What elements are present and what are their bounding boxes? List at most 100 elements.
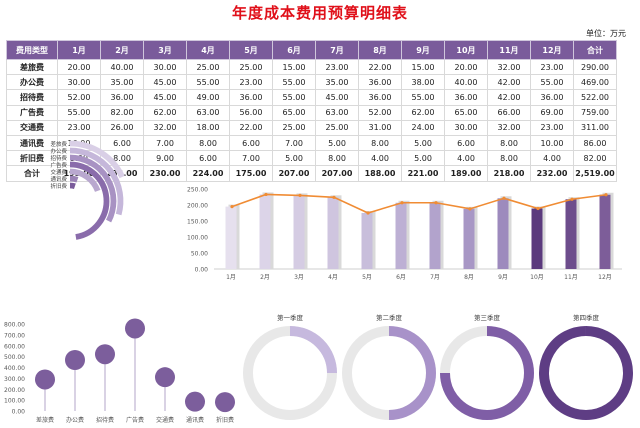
- x-tick-label: 9月: [498, 274, 508, 281]
- y-tick-label: 250.00: [187, 187, 208, 194]
- table-cell: 55.00: [401, 89, 445, 106]
- x-tick-label: 2月: [260, 274, 270, 281]
- table-cell: 23.00: [530, 58, 574, 76]
- table-row: 办公费 30.00 35.00 45.00 55.00 23.00 55.00 35.00 36…: [6, 74, 617, 91]
- table-cell: 65.00: [272, 104, 316, 121]
- line-point: [230, 205, 234, 209]
- table-cell: 469.00: [573, 74, 617, 91]
- table-cell: 35.00: [315, 74, 359, 91]
- table-cell: 6.00: [444, 134, 488, 152]
- table-cell: 66.00: [487, 104, 531, 121]
- bar: [361, 213, 373, 269]
- column-header: 12月: [530, 40, 574, 60]
- y-tick-label: 100.00: [4, 398, 25, 405]
- table-cell: 36.00: [358, 74, 402, 91]
- table-cell: 62.00: [401, 104, 445, 121]
- radial-bar-label: 差旅费: [50, 140, 67, 148]
- table-cell: 15.00: [401, 58, 445, 76]
- monthly-total-chart: 0.00 50.00 100.00 150.00 200.00 250.00 1月 2月 3月 4…: [187, 187, 622, 281]
- lollipop-chart: 0.00 100.00 200.00 300.00 400.00 500.00 600.00…: [4, 318, 235, 424]
- table-cell: 5.00: [401, 150, 445, 167]
- table-cell: 52.00: [358, 104, 402, 121]
- radial-bar-label: 广告费: [50, 161, 67, 169]
- table-cell: 45.00: [143, 89, 187, 106]
- y-tick-label: 300.00: [4, 376, 25, 383]
- radial-bar-label: 招待费: [50, 154, 67, 162]
- y-tick-label: 700.00: [4, 332, 25, 339]
- x-tick-label: 11月: [564, 274, 578, 281]
- column-header: 1月: [57, 40, 101, 60]
- donut-label: 第二季度: [376, 313, 403, 322]
- x-tick-label: 8月: [464, 274, 474, 281]
- column-header: 11月: [487, 40, 531, 60]
- table-cell: 42.00: [487, 74, 531, 91]
- x-tick-label: 交通费: [156, 416, 174, 424]
- row-label: 广告费: [6, 104, 58, 121]
- x-tick-label: 4月: [328, 274, 338, 281]
- radial-bar-label: 办公费: [50, 147, 67, 155]
- column-header: 3月: [143, 40, 187, 60]
- table-cell: 26.00: [100, 119, 144, 136]
- x-tick-label: 3月: [294, 274, 304, 281]
- table-cell: 22.00: [358, 58, 402, 76]
- table-cell: 8.00: [487, 150, 531, 167]
- table-cell: 221.00: [401, 165, 445, 182]
- table-cell: 522.00: [573, 89, 617, 106]
- table-cell: 7.00: [229, 150, 273, 167]
- x-tick-label: 7月: [430, 274, 440, 281]
- table-cell: 7.00: [143, 134, 187, 152]
- radial-bar: [69, 147, 124, 216]
- column-header: 9月: [401, 40, 445, 60]
- column-header: 10月: [444, 40, 488, 60]
- radial-bar: [69, 175, 79, 183]
- lollipop-head: [185, 391, 205, 412]
- table-body: 差旅费 20.00 40.00 30.00 25.00 25.00 15.00 23.00 22…: [6, 58, 617, 182]
- table-cell: 311.00: [573, 119, 617, 136]
- y-tick-label: 600.00: [4, 343, 25, 350]
- bar: [565, 199, 577, 269]
- bar: [225, 206, 237, 269]
- line-point: [604, 193, 608, 197]
- table-cell: 25.00: [272, 119, 316, 136]
- bar: [395, 202, 407, 269]
- table-cell: 49.00: [186, 89, 230, 106]
- table-cell: 23.00: [229, 74, 273, 91]
- table-cell: 55.00: [530, 74, 574, 91]
- x-tick-label: 办公费: [66, 416, 84, 424]
- table-row: 广告费 55.00 82.00 62.00 63.00 56.00 65.00 63.00 52…: [6, 104, 617, 121]
- table-cell: 175.00: [229, 165, 273, 182]
- table-cell: 63.00: [315, 104, 359, 121]
- table-cell: 4.00: [358, 150, 402, 167]
- radial-bar-label: 交通费: [50, 168, 67, 176]
- table-cell: 36.00: [229, 89, 273, 106]
- donut-arc: [388, 326, 436, 420]
- x-tick-label: 5月: [362, 274, 372, 281]
- table-cell: 25.00: [229, 58, 273, 76]
- table-cell: 7.00: [272, 134, 316, 152]
- table-cell: 40.00: [444, 74, 488, 91]
- line-point: [366, 211, 370, 215]
- table-cell: 36.00: [530, 89, 574, 106]
- x-tick-label: 10月: [530, 274, 544, 281]
- table-cell: 25.00: [315, 119, 359, 136]
- table-cell: 55.00: [186, 74, 230, 91]
- x-tick-label: 招待费: [96, 416, 114, 424]
- table-cell: 4.00: [530, 150, 574, 167]
- table-cell: 82.00: [100, 104, 144, 121]
- line-point: [536, 206, 540, 211]
- table-cell: 8.00: [487, 134, 531, 152]
- lollipop-head: [65, 349, 85, 370]
- table-cell: 22.00: [229, 119, 273, 136]
- bar: [429, 202, 441, 269]
- table-cell: 31.00: [358, 119, 402, 136]
- x-tick-label: 折旧费: [216, 416, 234, 424]
- donut-arc: [289, 326, 337, 374]
- y-tick-label: 500.00: [4, 354, 25, 361]
- table-cell: 24.00: [401, 119, 445, 136]
- bar: [497, 198, 509, 269]
- y-tick-label: 100.00: [187, 235, 208, 242]
- table-cell: 207.00: [315, 165, 359, 182]
- table-cell: 224.00: [186, 165, 230, 182]
- bar: [293, 195, 305, 269]
- table-cell: 25.00: [186, 58, 230, 76]
